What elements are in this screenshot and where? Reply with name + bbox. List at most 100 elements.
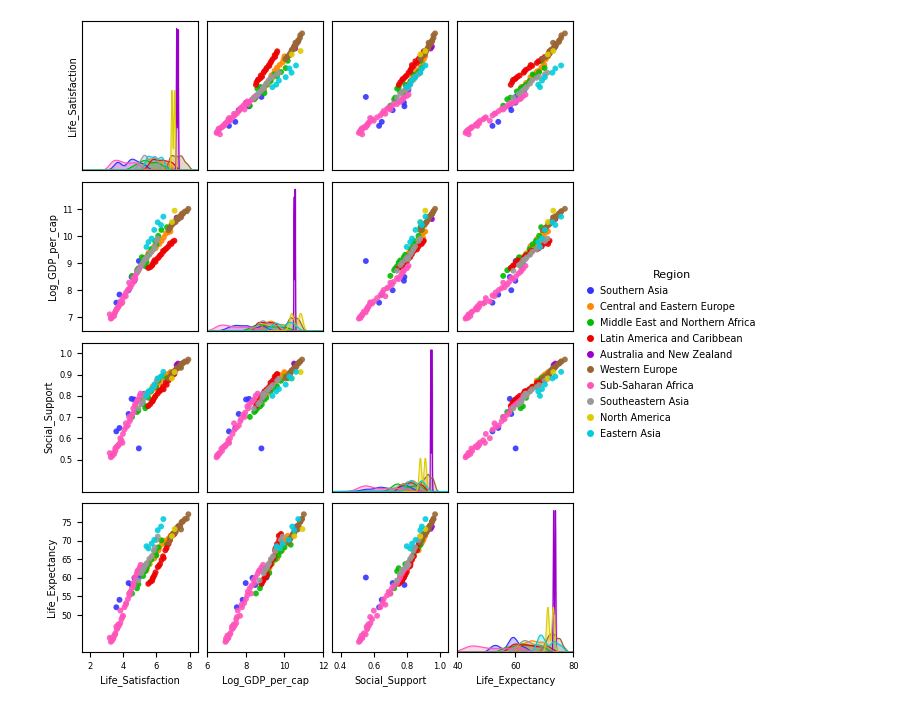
Point [269,62,284,73]
Point [398,79,412,90]
Point [127,275,142,286]
Point [105,450,119,462]
Point [244,588,258,599]
Point [355,308,369,320]
Point [543,217,558,228]
Point [554,206,569,217]
Point [547,213,561,225]
Point [219,635,234,647]
Point [516,84,531,96]
Point [110,441,125,452]
Point [147,257,161,268]
Point [136,398,150,410]
Point [422,211,437,222]
Point [148,549,163,560]
Point [494,282,509,294]
Point [416,236,430,247]
Point [136,255,150,266]
Point [257,390,271,401]
Point [281,535,296,546]
Point [145,384,159,395]
Point [166,218,180,229]
Point [175,208,189,220]
Point [285,521,299,532]
Point [145,246,159,257]
Point [531,236,545,247]
Point [255,398,269,410]
Point [521,247,535,259]
Point [421,212,436,223]
Point [257,388,271,399]
Point [359,120,374,131]
Point [374,116,389,128]
Point [157,366,171,377]
Point [228,423,243,434]
Point [505,398,520,410]
Point [391,578,406,589]
Point [218,118,233,129]
Point [460,126,474,138]
Point [411,69,426,80]
Point [121,284,136,296]
Point [397,564,411,576]
Point [396,566,410,577]
Point [387,277,401,288]
Point [106,448,121,459]
Point [532,82,547,93]
Point [508,275,522,286]
Point [505,77,520,88]
Point [258,87,272,99]
Point [147,240,162,252]
Point [534,221,549,233]
Point [258,394,272,406]
Point [516,257,531,268]
Point [137,561,152,572]
Point [546,37,561,48]
Point [428,508,442,520]
Point [379,282,394,294]
Point [465,121,480,133]
Point [399,540,414,552]
Point [112,423,126,434]
Point [280,372,295,383]
Point [221,115,236,126]
Point [147,255,162,266]
Point [387,580,401,591]
Point [280,55,295,67]
Point [249,398,264,410]
Point [143,559,157,570]
Point [125,579,139,591]
Point [106,311,120,323]
Point [149,379,164,391]
Point [106,311,121,322]
Point [278,379,293,390]
Point [419,211,433,223]
Point [405,553,420,564]
Point [269,542,284,553]
Point [360,623,375,634]
Point [268,50,282,61]
Point [166,530,180,541]
Point [153,385,167,396]
Point [538,224,552,235]
Point [139,257,154,268]
Point [537,373,551,384]
Point [522,243,537,255]
Point [268,542,283,554]
Point [425,208,440,219]
Point [252,575,267,586]
Point [542,48,557,60]
Point [401,79,416,90]
Point [383,588,398,599]
Point [254,69,268,81]
Point [134,260,148,272]
Point [251,88,266,99]
Point [420,526,434,537]
Point [114,613,128,625]
Point [531,71,546,82]
Point [421,37,436,48]
Point [169,212,184,223]
Point [209,127,224,138]
Point [250,568,265,579]
Point [158,377,173,389]
